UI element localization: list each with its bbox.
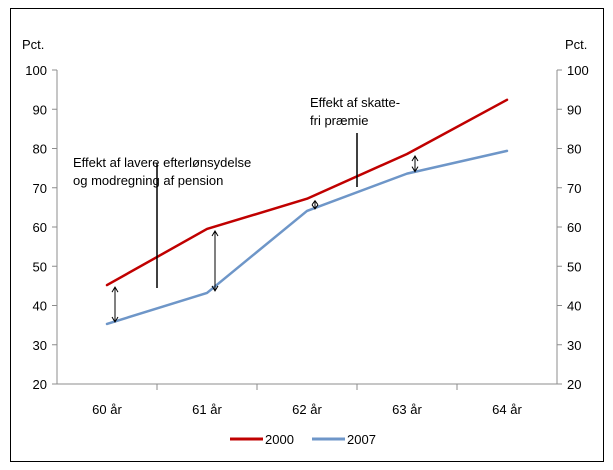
series-lines (105, 98, 509, 326)
effect-arrowhead-top (111, 286, 119, 293)
effect-arrowhead-top (311, 199, 319, 206)
chart-frame (10, 8, 604, 462)
x-ticks: 60 år 61 år 62 år 63 år 64 år (92, 384, 522, 417)
y-tick-label-right: 100 (567, 63, 589, 78)
y-tick-label-right: 70 (567, 181, 581, 196)
effect-arrowhead-bottom (311, 204, 319, 210)
x-tick-label: 62 år (292, 402, 322, 417)
y-tick-label-right: 60 (567, 220, 581, 235)
x-tick-label: 64 år (492, 402, 522, 417)
legend-label-2007: 2007 (347, 432, 376, 447)
y-tick-label-left: 40 (33, 299, 47, 314)
y-tick-label-right: 30 (567, 338, 581, 353)
annotation-left: Effekt af lavere efterlønsydelse og modr… (73, 155, 255, 188)
annotation-left-line-1: Effekt af lavere efterlønsydelse (73, 155, 251, 170)
y-tick-label-left: 70 (33, 181, 47, 196)
y-tick-label-left: 90 (33, 102, 47, 117)
y-tick-label-right: 40 (567, 299, 581, 314)
y-tick-label-right: 50 (567, 259, 581, 274)
legend-label-2000: 2000 (265, 432, 294, 447)
effect-arrowhead-bottom (411, 166, 419, 173)
effect-arrowhead-bottom (211, 285, 219, 292)
x-tick-label: 63 år (392, 402, 422, 417)
y-tick-label-right: 80 (567, 142, 581, 157)
annotation-right-line-1: Effekt af skatte- (310, 95, 400, 110)
y-tick-label-right: 20 (567, 377, 581, 392)
y-tick-label-left: 50 (33, 259, 47, 274)
x-tick-label: 60 år (92, 402, 122, 417)
y-tick-label-left: 100 (25, 63, 47, 78)
y-tick-label-left: 80 (33, 142, 47, 157)
y-unit-label-left: Pct. (22, 37, 44, 52)
series-line-2000 (105, 98, 509, 287)
effect-arrowhead-top (211, 229, 219, 237)
x-tick-label: 61 år (192, 402, 222, 417)
annotation-right: Effekt af skatte- fri præmie (310, 95, 404, 128)
y-unit-label-right: Pct. (565, 37, 587, 52)
annotation-left-line-2: og modregning af pension (73, 173, 223, 188)
effect-arrows (111, 155, 419, 323)
effect-arrowhead-top (411, 155, 419, 162)
series-line-2007 (105, 149, 509, 326)
y-tick-label-left: 30 (33, 338, 47, 353)
effect-arrowhead-bottom (111, 316, 119, 323)
y-tick-label-left: 60 (33, 220, 47, 235)
y-tick-label-right: 90 (567, 102, 581, 117)
legend: 2000 2007 (230, 432, 376, 447)
annotation-right-line-2: fri præmie (310, 113, 369, 128)
y-ticks: 20 20 30 30 40 40 50 50 60 60 70 70 80 80 90 90 100 100 (25, 63, 588, 392)
y-tick-label-left: 20 (33, 377, 47, 392)
